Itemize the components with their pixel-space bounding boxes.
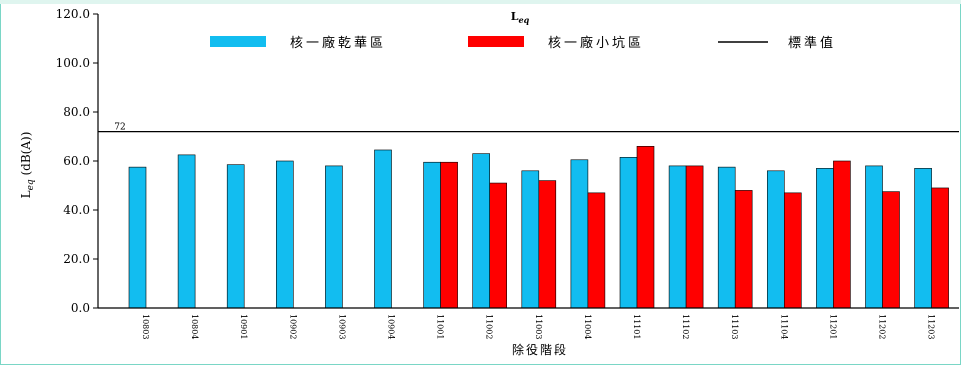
x-tick-label: 10904 bbox=[387, 314, 396, 339]
bar-0-11201 bbox=[816, 168, 834, 309]
legend-item-0: 核一廠乾華區 bbox=[210, 35, 386, 51]
x-axis-ticks: 10803 10804 10901 10902 10903 10904 11001 11002… bbox=[141, 314, 936, 339]
bars-group bbox=[128, 146, 949, 309]
x-tick-label: 10902 bbox=[288, 314, 297, 339]
y-axis-title-main: L bbox=[19, 190, 33, 198]
x-tick-label: 10901 bbox=[239, 314, 248, 339]
reference-line-label: 72 bbox=[114, 123, 125, 133]
bar-0-10903 bbox=[325, 165, 343, 309]
legend-swatch bbox=[468, 36, 524, 47]
x-tick-label: 11101 bbox=[632, 314, 641, 339]
bar-1-11201 bbox=[833, 160, 851, 309]
x-tick-label: 11004 bbox=[583, 314, 592, 339]
x-axis-title: 除役階段 bbox=[512, 342, 568, 357]
bar-0-10803 bbox=[128, 166, 147, 309]
x-tick-label: 11203 bbox=[927, 314, 936, 339]
y-axis-ticks: 0.0 20.0 40.0 60.0 80.0 100.0 120.0 bbox=[56, 7, 98, 315]
y-tick-label: 0.0 bbox=[71, 301, 90, 315]
bar-0-11001 bbox=[423, 161, 441, 309]
chart-title-sub: eq bbox=[519, 15, 530, 25]
x-tick-label: 10803 bbox=[141, 314, 150, 339]
y-tick-label: 80.0 bbox=[63, 105, 90, 119]
bar-0-11202 bbox=[865, 165, 883, 309]
bar-1-11002 bbox=[489, 182, 508, 309]
y-axis-title: Leq (dB(A)) bbox=[19, 132, 36, 199]
bar-0-11004 bbox=[570, 159, 589, 309]
bar-0-10904 bbox=[374, 149, 392, 309]
bar-0-10804 bbox=[177, 154, 196, 309]
x-tick-label: 11003 bbox=[534, 314, 543, 339]
legend-item-1: 核一廠小坑區 bbox=[468, 35, 644, 51]
legend: 核一廠乾華區 核一廠小坑區 標準值 bbox=[210, 35, 836, 51]
x-tick-label: 10903 bbox=[337, 314, 346, 339]
y-tick-label: 100.0 bbox=[56, 56, 90, 70]
x-tick-label: 11103 bbox=[730, 314, 739, 339]
x-tick-label: 11102 bbox=[681, 314, 690, 339]
x-tick-label: 11104 bbox=[779, 314, 788, 339]
bar-1-11001 bbox=[440, 161, 458, 309]
y-tick-label: 60.0 bbox=[63, 154, 90, 168]
bar-1-11202 bbox=[882, 191, 900, 309]
legend-item-2: 標準值 bbox=[718, 35, 836, 51]
legend-label: 標準值 bbox=[788, 35, 836, 51]
legend-label: 核一廠小坑區 bbox=[548, 35, 644, 51]
bar-0-11203 bbox=[914, 168, 932, 309]
legend-label: 核一廠乾華區 bbox=[290, 35, 386, 51]
x-tick-label: 11001 bbox=[436, 314, 445, 339]
y-axis-title-sub: eq bbox=[26, 179, 36, 190]
bar-0-10901 bbox=[226, 164, 245, 309]
x-tick-label: 11002 bbox=[485, 314, 494, 339]
y-tick-label: 40.0 bbox=[63, 203, 90, 217]
bar-1-11104 bbox=[783, 192, 802, 309]
bar-1-11102 bbox=[685, 165, 704, 309]
bar-1-11003 bbox=[538, 180, 557, 309]
bar-0-11003 bbox=[521, 170, 540, 309]
bar-1-11004 bbox=[587, 192, 606, 309]
y-tick-label: 120.0 bbox=[56, 7, 90, 21]
y-tick-label: 20.0 bbox=[63, 252, 90, 266]
bar-0-11103 bbox=[717, 166, 736, 309]
bar-1-11103 bbox=[734, 190, 753, 309]
x-tick-label: 11201 bbox=[828, 314, 837, 339]
x-tick-label: 10804 bbox=[190, 314, 199, 339]
bar-1-11101 bbox=[636, 146, 655, 309]
chart-title: Leq bbox=[511, 10, 530, 25]
chart-title-main: L bbox=[511, 10, 519, 23]
bar-0-11101 bbox=[619, 157, 638, 309]
bar-0-10902 bbox=[275, 160, 294, 309]
y-axis-title-unit: (dB(A)) bbox=[19, 132, 33, 180]
reference-line-group: 72 bbox=[98, 123, 959, 133]
frame-top-bar bbox=[0, 0, 961, 4]
legend-swatch bbox=[210, 36, 266, 47]
bar-0-11102 bbox=[668, 165, 687, 309]
x-tick-label: 11202 bbox=[878, 314, 887, 339]
bar-1-11203 bbox=[931, 187, 949, 309]
bar-0-11104 bbox=[766, 170, 785, 309]
bar-0-11002 bbox=[472, 153, 491, 309]
